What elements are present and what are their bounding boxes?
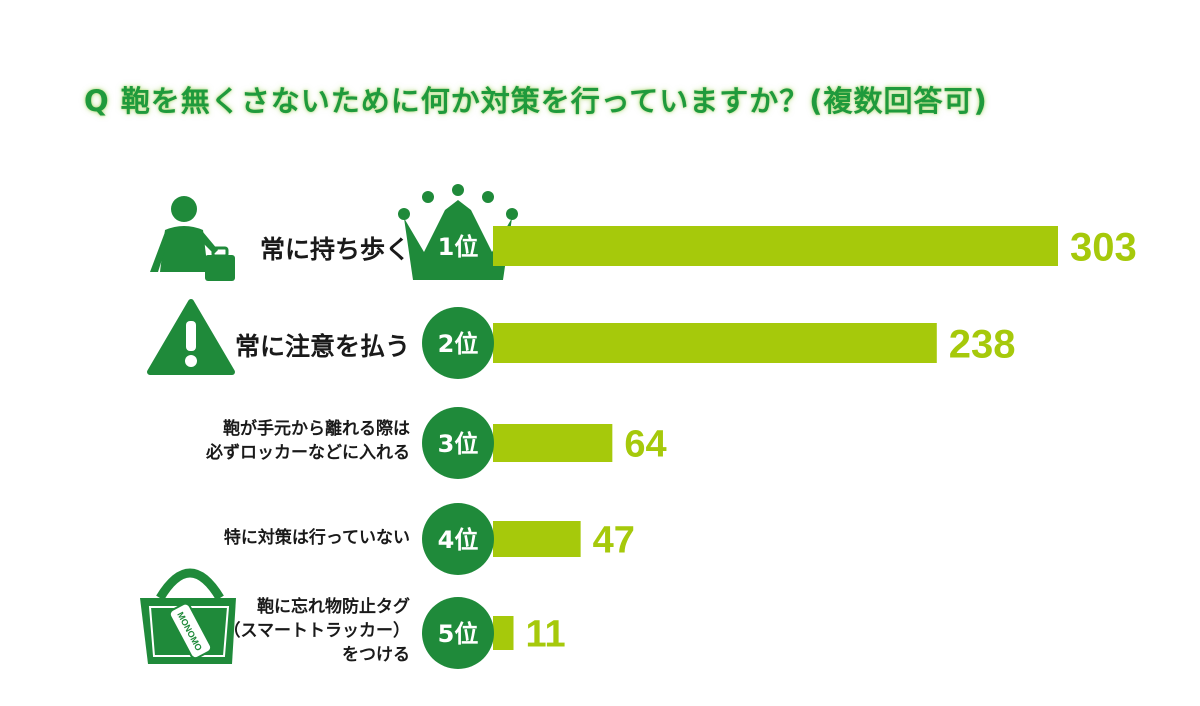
rank-badge-5 bbox=[422, 597, 494, 669]
person-with-suitcase-icon bbox=[150, 196, 235, 281]
warning-triangle-icon bbox=[147, 299, 235, 375]
rank-label-5: 5位 bbox=[438, 620, 479, 648]
rank-badge-2 bbox=[422, 307, 494, 379]
crown-icon bbox=[398, 184, 518, 280]
bar-4 bbox=[493, 521, 581, 557]
value-label-4: 47 bbox=[593, 520, 635, 562]
rank-label-2: 2位 bbox=[438, 330, 479, 358]
category-label-5: 鞄に忘れ物防止タグ （スマートトラッカー） をつける bbox=[223, 597, 411, 665]
tote-bag-with-tag-icon: MONOMO bbox=[140, 568, 236, 664]
value-label-2: 238 bbox=[949, 322, 1016, 366]
chart-title: Q 鞄を無くさないために何か対策を行っていますか？(複数回答可) bbox=[84, 84, 988, 118]
category-label-2: 常に注意を払う bbox=[234, 332, 410, 361]
value-label-3: 64 bbox=[624, 424, 666, 466]
value-label-5: 11 bbox=[526, 614, 566, 656]
category-label-1: 常に持ち歩く bbox=[259, 235, 410, 264]
category-label-3: 鞄が手元から離れる際は 必ずロッカーなどに入れる bbox=[206, 419, 410, 463]
bar-3 bbox=[493, 424, 613, 462]
rank-label-1: 1位 bbox=[438, 233, 479, 261]
rank-badge-3 bbox=[422, 407, 494, 479]
rank-badge-4 bbox=[422, 503, 494, 575]
bar-2 bbox=[493, 323, 937, 363]
bar-1 bbox=[493, 226, 1058, 266]
rank-label-4: 4位 bbox=[438, 526, 479, 554]
value-label-1: 303 bbox=[1070, 225, 1137, 269]
rank-label-3: 3位 bbox=[438, 430, 479, 458]
category-label-4: 特に対策は行っていない bbox=[223, 528, 410, 548]
bar-5 bbox=[493, 616, 514, 650]
